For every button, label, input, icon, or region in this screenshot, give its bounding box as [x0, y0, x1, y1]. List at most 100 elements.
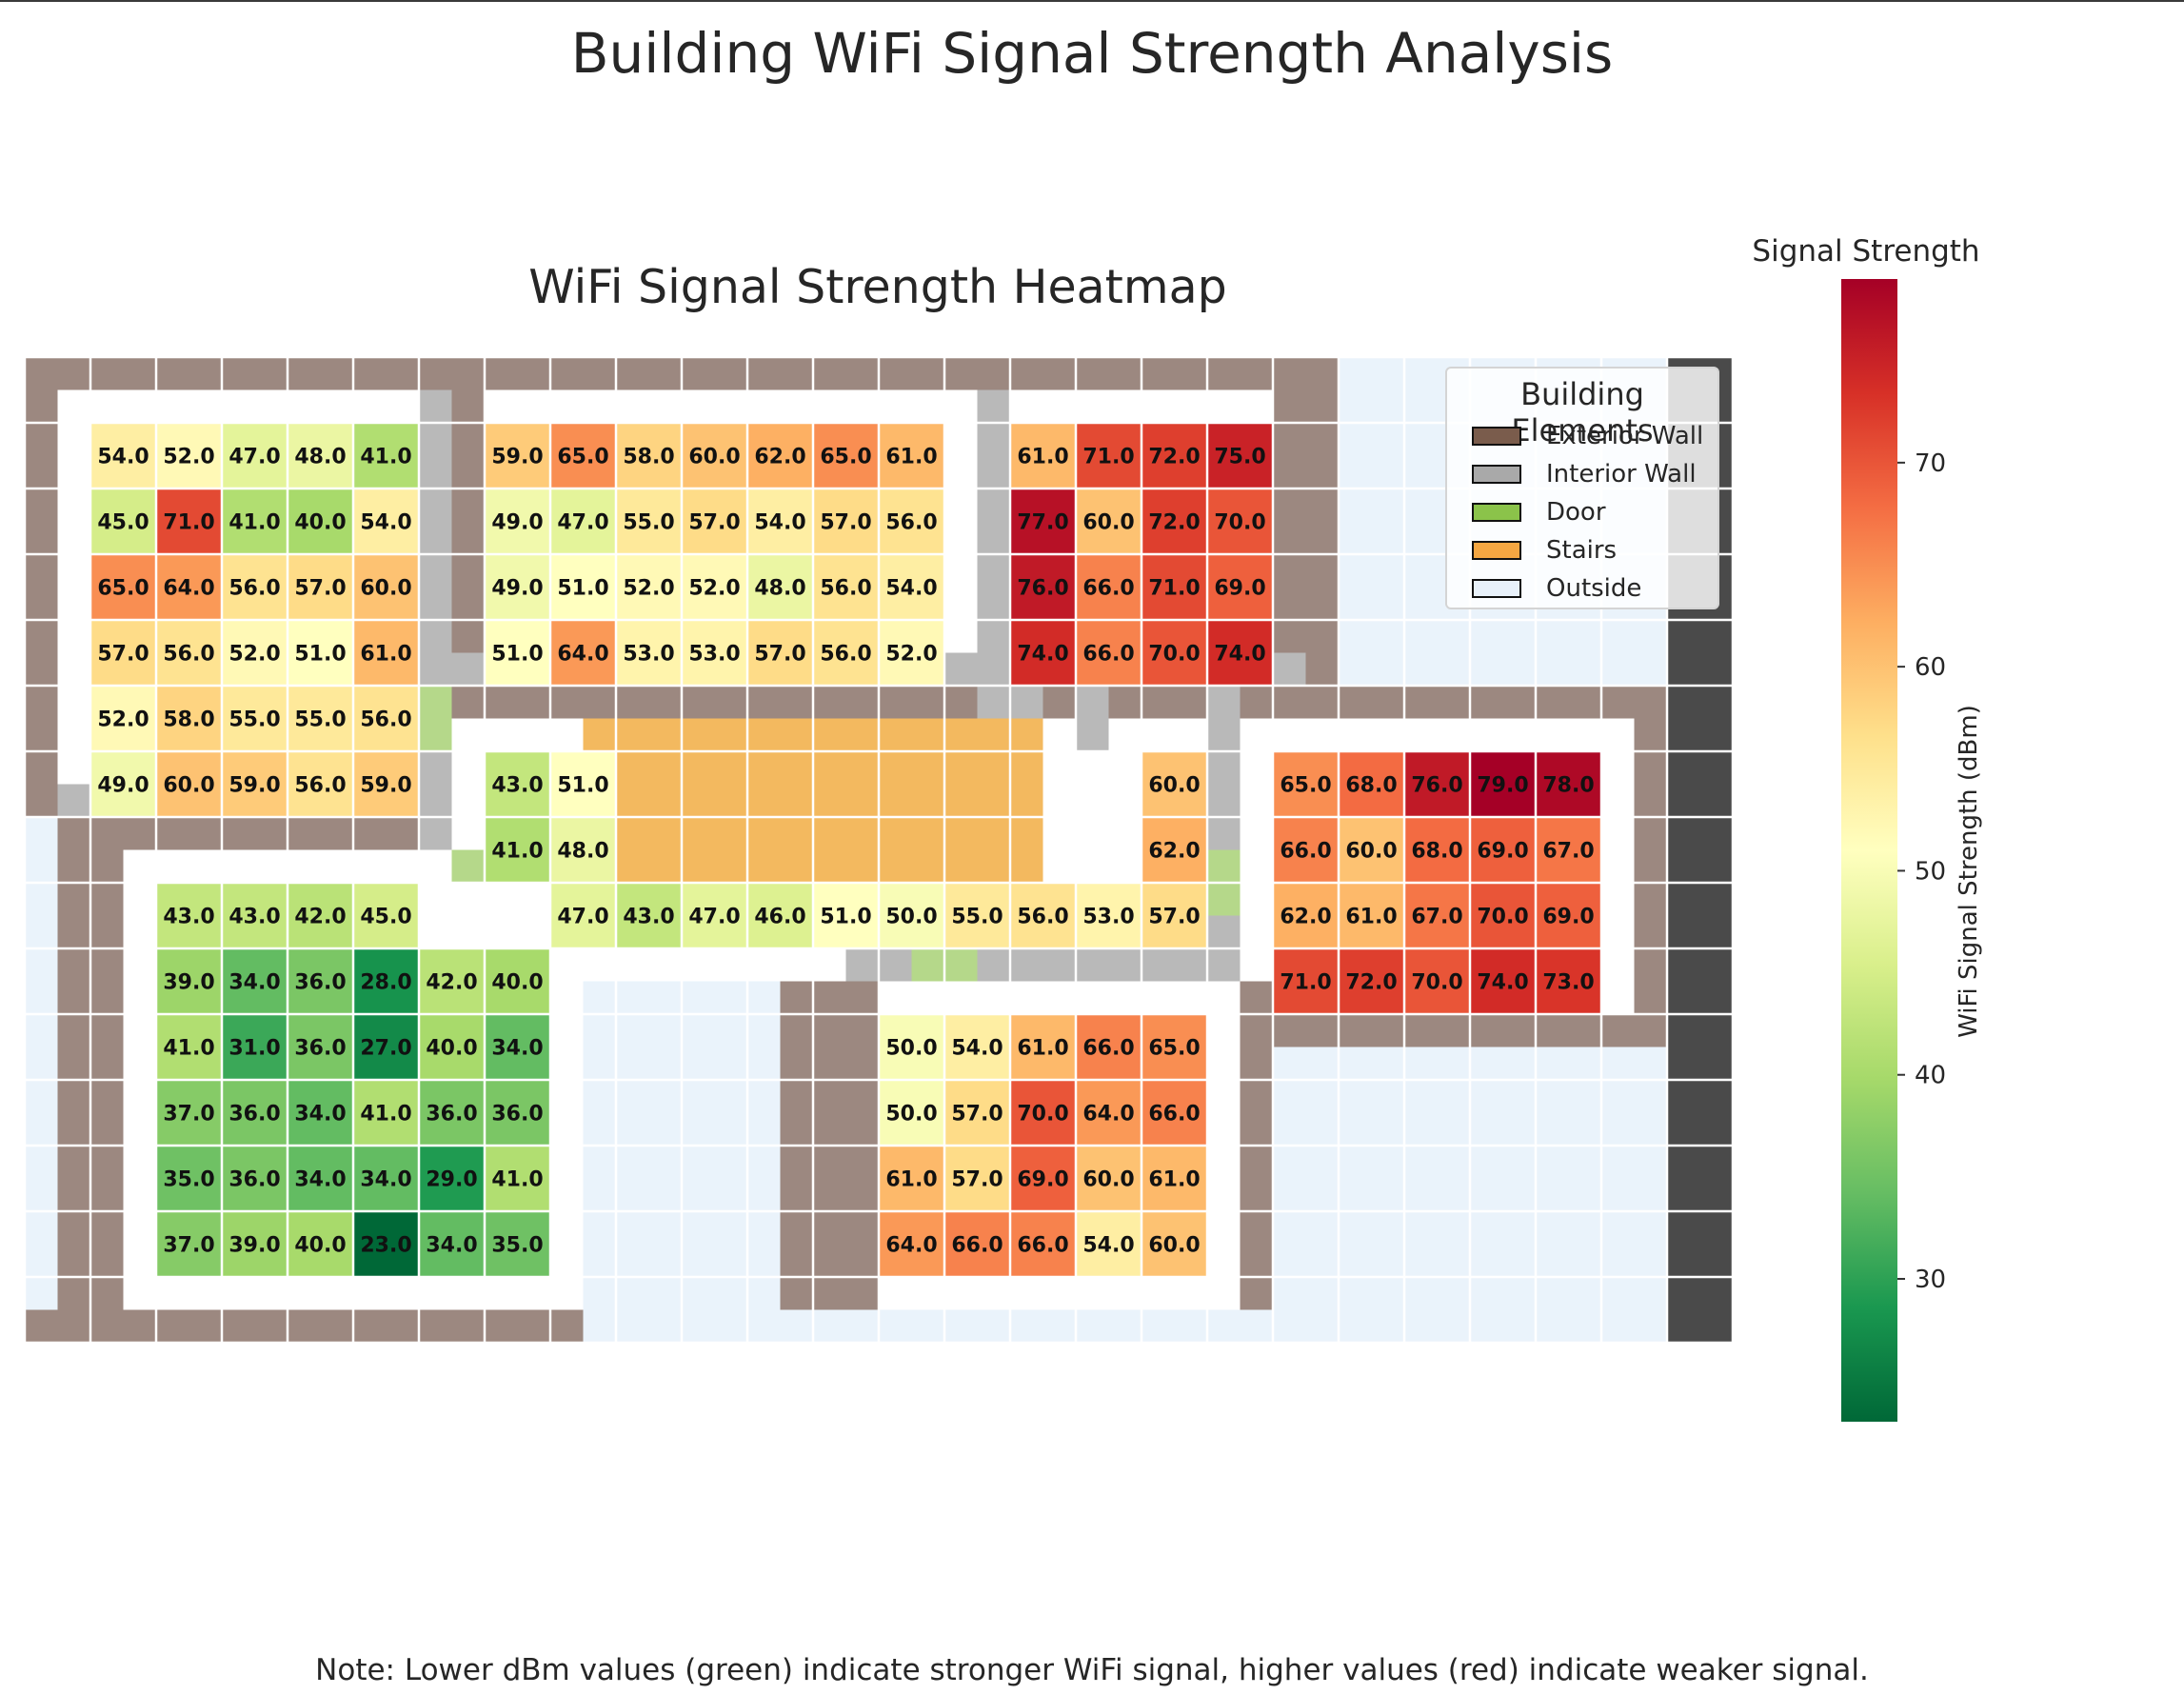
cell-value-label: 70.0 — [1148, 643, 1200, 667]
cell-value-label: 53.0 — [623, 643, 674, 667]
heatmap-cell — [879, 1080, 944, 1146]
heatmap-cell — [1470, 883, 1536, 948]
cell-value-label: 51.0 — [557, 774, 608, 798]
heatmap-cell — [288, 423, 353, 489]
cell-value-label: 58.0 — [623, 446, 674, 469]
heatmap-cell — [288, 883, 353, 948]
heatmap-cell — [1010, 883, 1076, 948]
legend-label: Interior Wall — [1546, 460, 1697, 489]
cell-value-label: 68.0 — [1345, 774, 1397, 798]
heatmap-cell — [1010, 1146, 1076, 1211]
cell-value-label: 31.0 — [228, 1037, 280, 1061]
heatmap-cell — [485, 948, 550, 1014]
cell-value-label: 71.0 — [1280, 971, 1331, 995]
heatmap-cell — [485, 620, 550, 686]
heatmap-cell — [747, 883, 813, 948]
cell-value-label: 45.0 — [360, 906, 411, 929]
colorbar-tick-label: 70 — [1915, 449, 1946, 478]
heatmap-cell — [1076, 1211, 1142, 1277]
heatmap-cell — [288, 948, 353, 1014]
heatmap-cell — [1536, 751, 1601, 817]
cell-value-label: 57.0 — [951, 1168, 1003, 1192]
heatmap-cell — [156, 1211, 222, 1277]
cell-value-label: 62.0 — [754, 446, 805, 469]
cell-value-label: 41.0 — [491, 840, 543, 864]
heatmap-cell — [222, 423, 288, 489]
heatmap-title: WiFi Signal Strength Heatmap — [528, 260, 1227, 314]
heatmap-cell — [879, 1211, 944, 1277]
exterior-wall — [25, 1309, 584, 1343]
cell-value-label: 69.0 — [1214, 577, 1265, 601]
cell-value-label: 52.0 — [97, 708, 149, 732]
cell-value-label: 66.0 — [1082, 643, 1134, 667]
cell-value-label: 47.0 — [688, 906, 740, 929]
heatmap-cell — [1142, 1080, 1207, 1146]
cell-value-label: 56.0 — [820, 577, 871, 601]
heatmap-cell — [1142, 554, 1207, 620]
heatmap-cell — [156, 554, 222, 620]
heatmap-cell — [222, 686, 288, 751]
cell-value-label: 71.0 — [1148, 577, 1200, 601]
cell-value-label: 36.0 — [228, 1103, 280, 1127]
cell-value-label: 40.0 — [294, 511, 346, 535]
heatmap-cell — [156, 1014, 222, 1080]
heatmap-cell — [353, 1211, 419, 1277]
cell-value-label: 41.0 — [228, 511, 280, 535]
heatmap-cell — [1142, 1146, 1207, 1211]
heatmap-cell — [353, 554, 419, 620]
top-border-line — [0, 0, 2184, 2]
cell-value-label: 52.0 — [688, 577, 740, 601]
heatmap-cell — [944, 883, 1010, 948]
heatmap-cell — [1142, 1014, 1207, 1080]
cell-value-label: 53.0 — [1082, 906, 1134, 929]
cell-value-label: 72.0 — [1148, 511, 1200, 535]
cell-value-label: 40.0 — [426, 1037, 477, 1061]
heatmap-cell — [1273, 883, 1339, 948]
cell-value-label: 36.0 — [491, 1103, 543, 1127]
cell-value-label: 66.0 — [951, 1234, 1003, 1258]
heatmap-cell — [1404, 883, 1470, 948]
heatmap-cell — [813, 554, 879, 620]
cell-value-label: 49.0 — [97, 774, 149, 798]
heatmap-cell — [682, 423, 747, 489]
cell-value-label: 74.0 — [1214, 643, 1265, 667]
heatmap-cell — [1076, 883, 1142, 948]
cell-value-label: 50.0 — [885, 1037, 937, 1061]
cell-value-label: 61.0 — [1017, 446, 1068, 469]
heatmap-cell — [550, 883, 616, 948]
cell-value-label: 34.0 — [491, 1037, 543, 1061]
heatmap-cell — [156, 489, 222, 554]
door — [419, 686, 452, 751]
heatmap-cell — [1273, 948, 1339, 1014]
cell-value-label: 73.0 — [1542, 971, 1594, 995]
cell-value-label: 40.0 — [491, 971, 543, 995]
heatmap-cell — [747, 620, 813, 686]
cell-value-label: 43.0 — [623, 906, 674, 929]
cell-value-label: 43.0 — [491, 774, 543, 798]
heatmap-cell — [222, 554, 288, 620]
cell-value-label: 36.0 — [294, 1037, 346, 1061]
cell-value-label: 70.0 — [1411, 971, 1462, 995]
heatmap-cell — [419, 1080, 485, 1146]
cell-value-label: 64.0 — [885, 1234, 937, 1258]
heatmap-cell — [1142, 1211, 1207, 1277]
cell-value-label: 60.0 — [1082, 511, 1134, 535]
cell-value-label: 60.0 — [1148, 1234, 1200, 1258]
heatmap-cell — [1076, 1014, 1142, 1080]
heatmap-cell — [288, 751, 353, 817]
heatmap-cell — [813, 489, 879, 554]
colorbar-tick-label: 30 — [1915, 1266, 1946, 1294]
heatmap-cell — [90, 620, 156, 686]
cell-value-label: 59.0 — [228, 774, 280, 798]
heatmap-cell — [222, 883, 288, 948]
cell-value-label: 56.0 — [885, 511, 937, 535]
cell-value-label: 57.0 — [1148, 906, 1200, 929]
heatmap-cell — [1076, 620, 1142, 686]
cell-value-label: 35.0 — [163, 1168, 214, 1192]
cell-value-label: 60.0 — [360, 577, 411, 601]
legend-swatch — [1472, 541, 1521, 560]
heatmap-cell — [879, 489, 944, 554]
heatmap-cell — [1536, 883, 1601, 948]
cell-value-label: 64.0 — [557, 643, 608, 667]
cell-value-label: 67.0 — [1411, 906, 1462, 929]
